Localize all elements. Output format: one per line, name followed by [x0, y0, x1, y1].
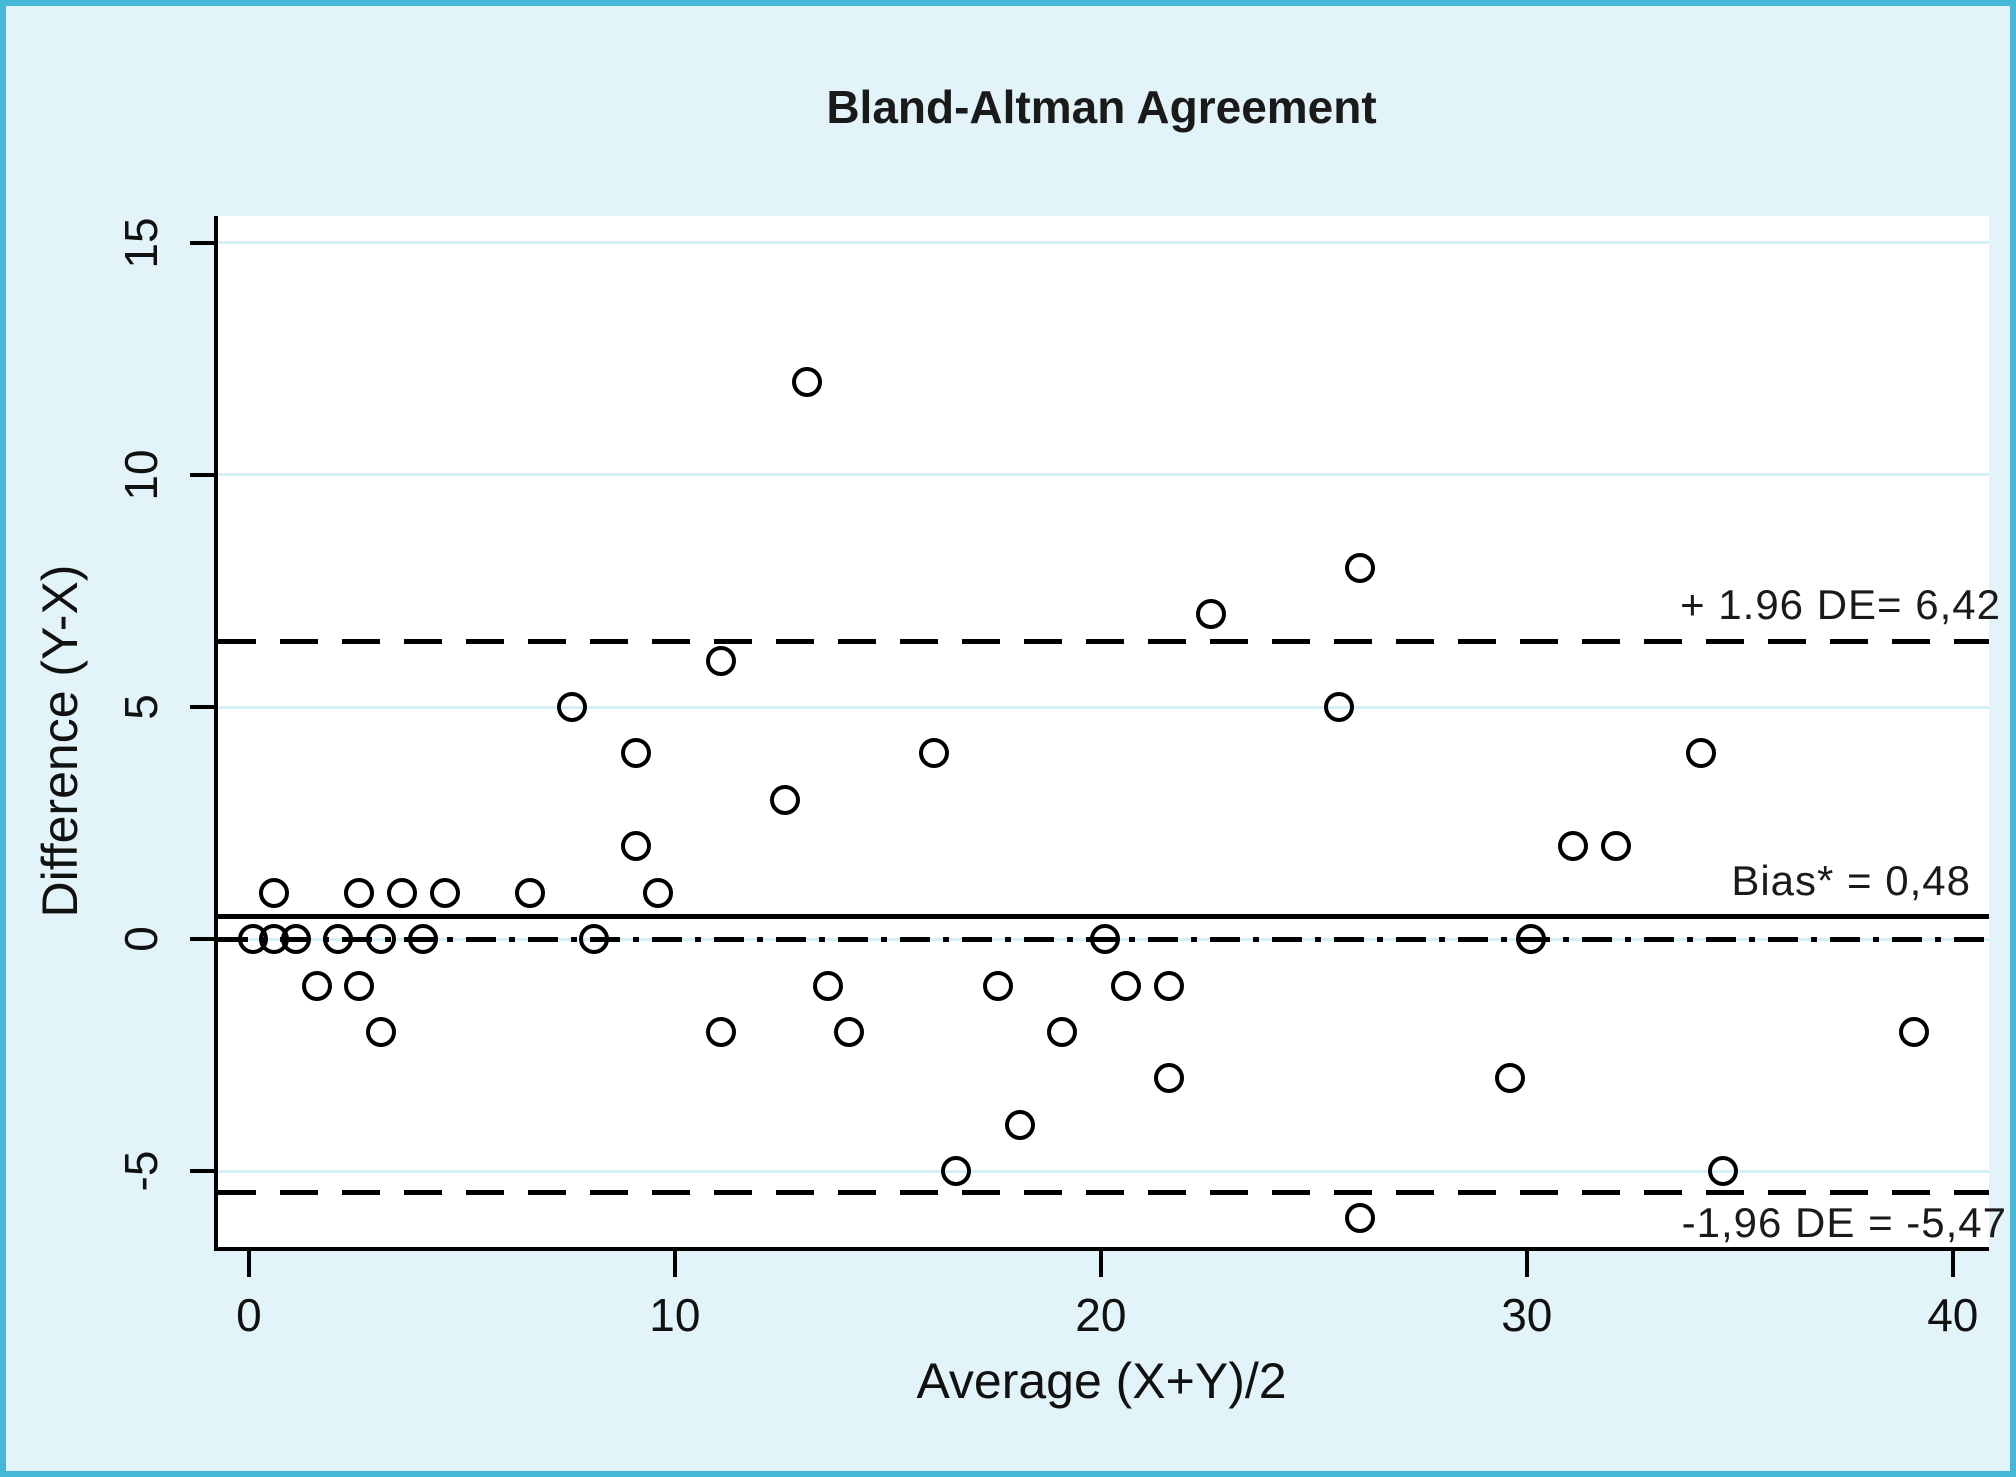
data-point — [557, 692, 588, 723]
data-point — [301, 970, 332, 1001]
data-point — [706, 645, 737, 676]
upper-loa-label: + 1.96 DE= 6,42 — [1680, 581, 2001, 629]
y-tick-0 — [190, 937, 214, 942]
data-point — [1004, 1109, 1035, 1140]
x-tick-20 — [1098, 1251, 1103, 1277]
y-axis-title: Difference (Y-X) — [32, 564, 88, 918]
data-point — [919, 738, 950, 769]
data-point — [280, 924, 311, 955]
y-tick-15 — [190, 240, 214, 245]
data-point — [365, 1016, 396, 1047]
data-point — [344, 877, 375, 908]
data-point — [940, 1156, 971, 1187]
gridline-y--5 — [218, 1169, 1989, 1173]
x-tick-label-40: 40 — [1927, 1289, 1979, 1341]
data-point — [344, 970, 375, 1001]
data-point — [1111, 970, 1142, 1001]
lower-loa-label: -1,96 DE = -5,47 — [1681, 1198, 2007, 1246]
lower-loa-line — [218, 1190, 1989, 1196]
data-point — [812, 970, 843, 1001]
data-point — [642, 877, 673, 908]
data-point — [706, 1016, 737, 1047]
data-point — [259, 877, 290, 908]
data-point — [1089, 924, 1120, 955]
data-point — [323, 924, 354, 955]
data-point — [1196, 599, 1227, 630]
bias-label: Bias* = 0,48 — [1731, 856, 1971, 904]
data-point — [983, 970, 1014, 1001]
data-point — [1494, 1063, 1525, 1094]
data-point — [429, 877, 460, 908]
y-tick-label-10: 10 — [115, 449, 167, 501]
x-tick-label-10: 10 — [649, 1289, 701, 1341]
y-tick-5 — [190, 705, 214, 710]
data-point — [1515, 924, 1546, 955]
y-tick--5 — [190, 1169, 214, 1174]
x-tick-label-0: 0 — [236, 1289, 262, 1341]
chart-title: Bland-Altman Agreement — [826, 81, 1377, 133]
data-point — [408, 924, 439, 955]
x-tick-30 — [1524, 1251, 1529, 1277]
y-tick-label-0: 0 — [115, 926, 167, 952]
x-tick-label-20: 20 — [1075, 1289, 1127, 1341]
x-tick-40 — [1950, 1251, 1955, 1277]
y-tick-label-15: 15 — [115, 217, 167, 269]
gridline-y-10 — [218, 473, 1989, 477]
data-point — [578, 924, 609, 955]
upper-loa-line — [218, 638, 1989, 644]
data-point — [1686, 738, 1717, 769]
data-point — [1345, 1202, 1376, 1233]
x-tick-label-30: 30 — [1501, 1289, 1553, 1341]
data-point — [1345, 552, 1376, 583]
data-point — [791, 367, 822, 398]
data-point — [1899, 1016, 1930, 1047]
data-point — [1558, 831, 1589, 862]
gridline-y-5 — [218, 705, 1989, 709]
data-point — [1601, 831, 1632, 862]
x-tick-0 — [246, 1251, 251, 1277]
gridline-y-15 — [218, 241, 1989, 245]
y-tick-label-5: 5 — [115, 694, 167, 720]
x-axis-title: Average (X+Y)/2 — [916, 1353, 1287, 1409]
plot-area: + 1.96 DE= 6,42 Bias* = 0,48 -1,96 DE = -5… — [214, 216, 2006, 1251]
data-point — [1047, 1016, 1078, 1047]
x-tick-10 — [672, 1251, 677, 1277]
data-point — [1153, 970, 1184, 1001]
bias-line — [218, 914, 1989, 920]
data-point — [834, 1016, 865, 1047]
data-point — [365, 924, 396, 955]
data-point — [621, 831, 652, 862]
y-tick-10 — [190, 472, 214, 477]
data-point — [387, 877, 418, 908]
data-point — [514, 877, 545, 908]
data-point — [1153, 1063, 1184, 1094]
y-tick-label--5: -5 — [115, 1150, 167, 1192]
data-point — [1707, 1156, 1738, 1187]
data-point — [1324, 692, 1355, 723]
data-point — [770, 784, 801, 815]
data-point — [621, 738, 652, 769]
